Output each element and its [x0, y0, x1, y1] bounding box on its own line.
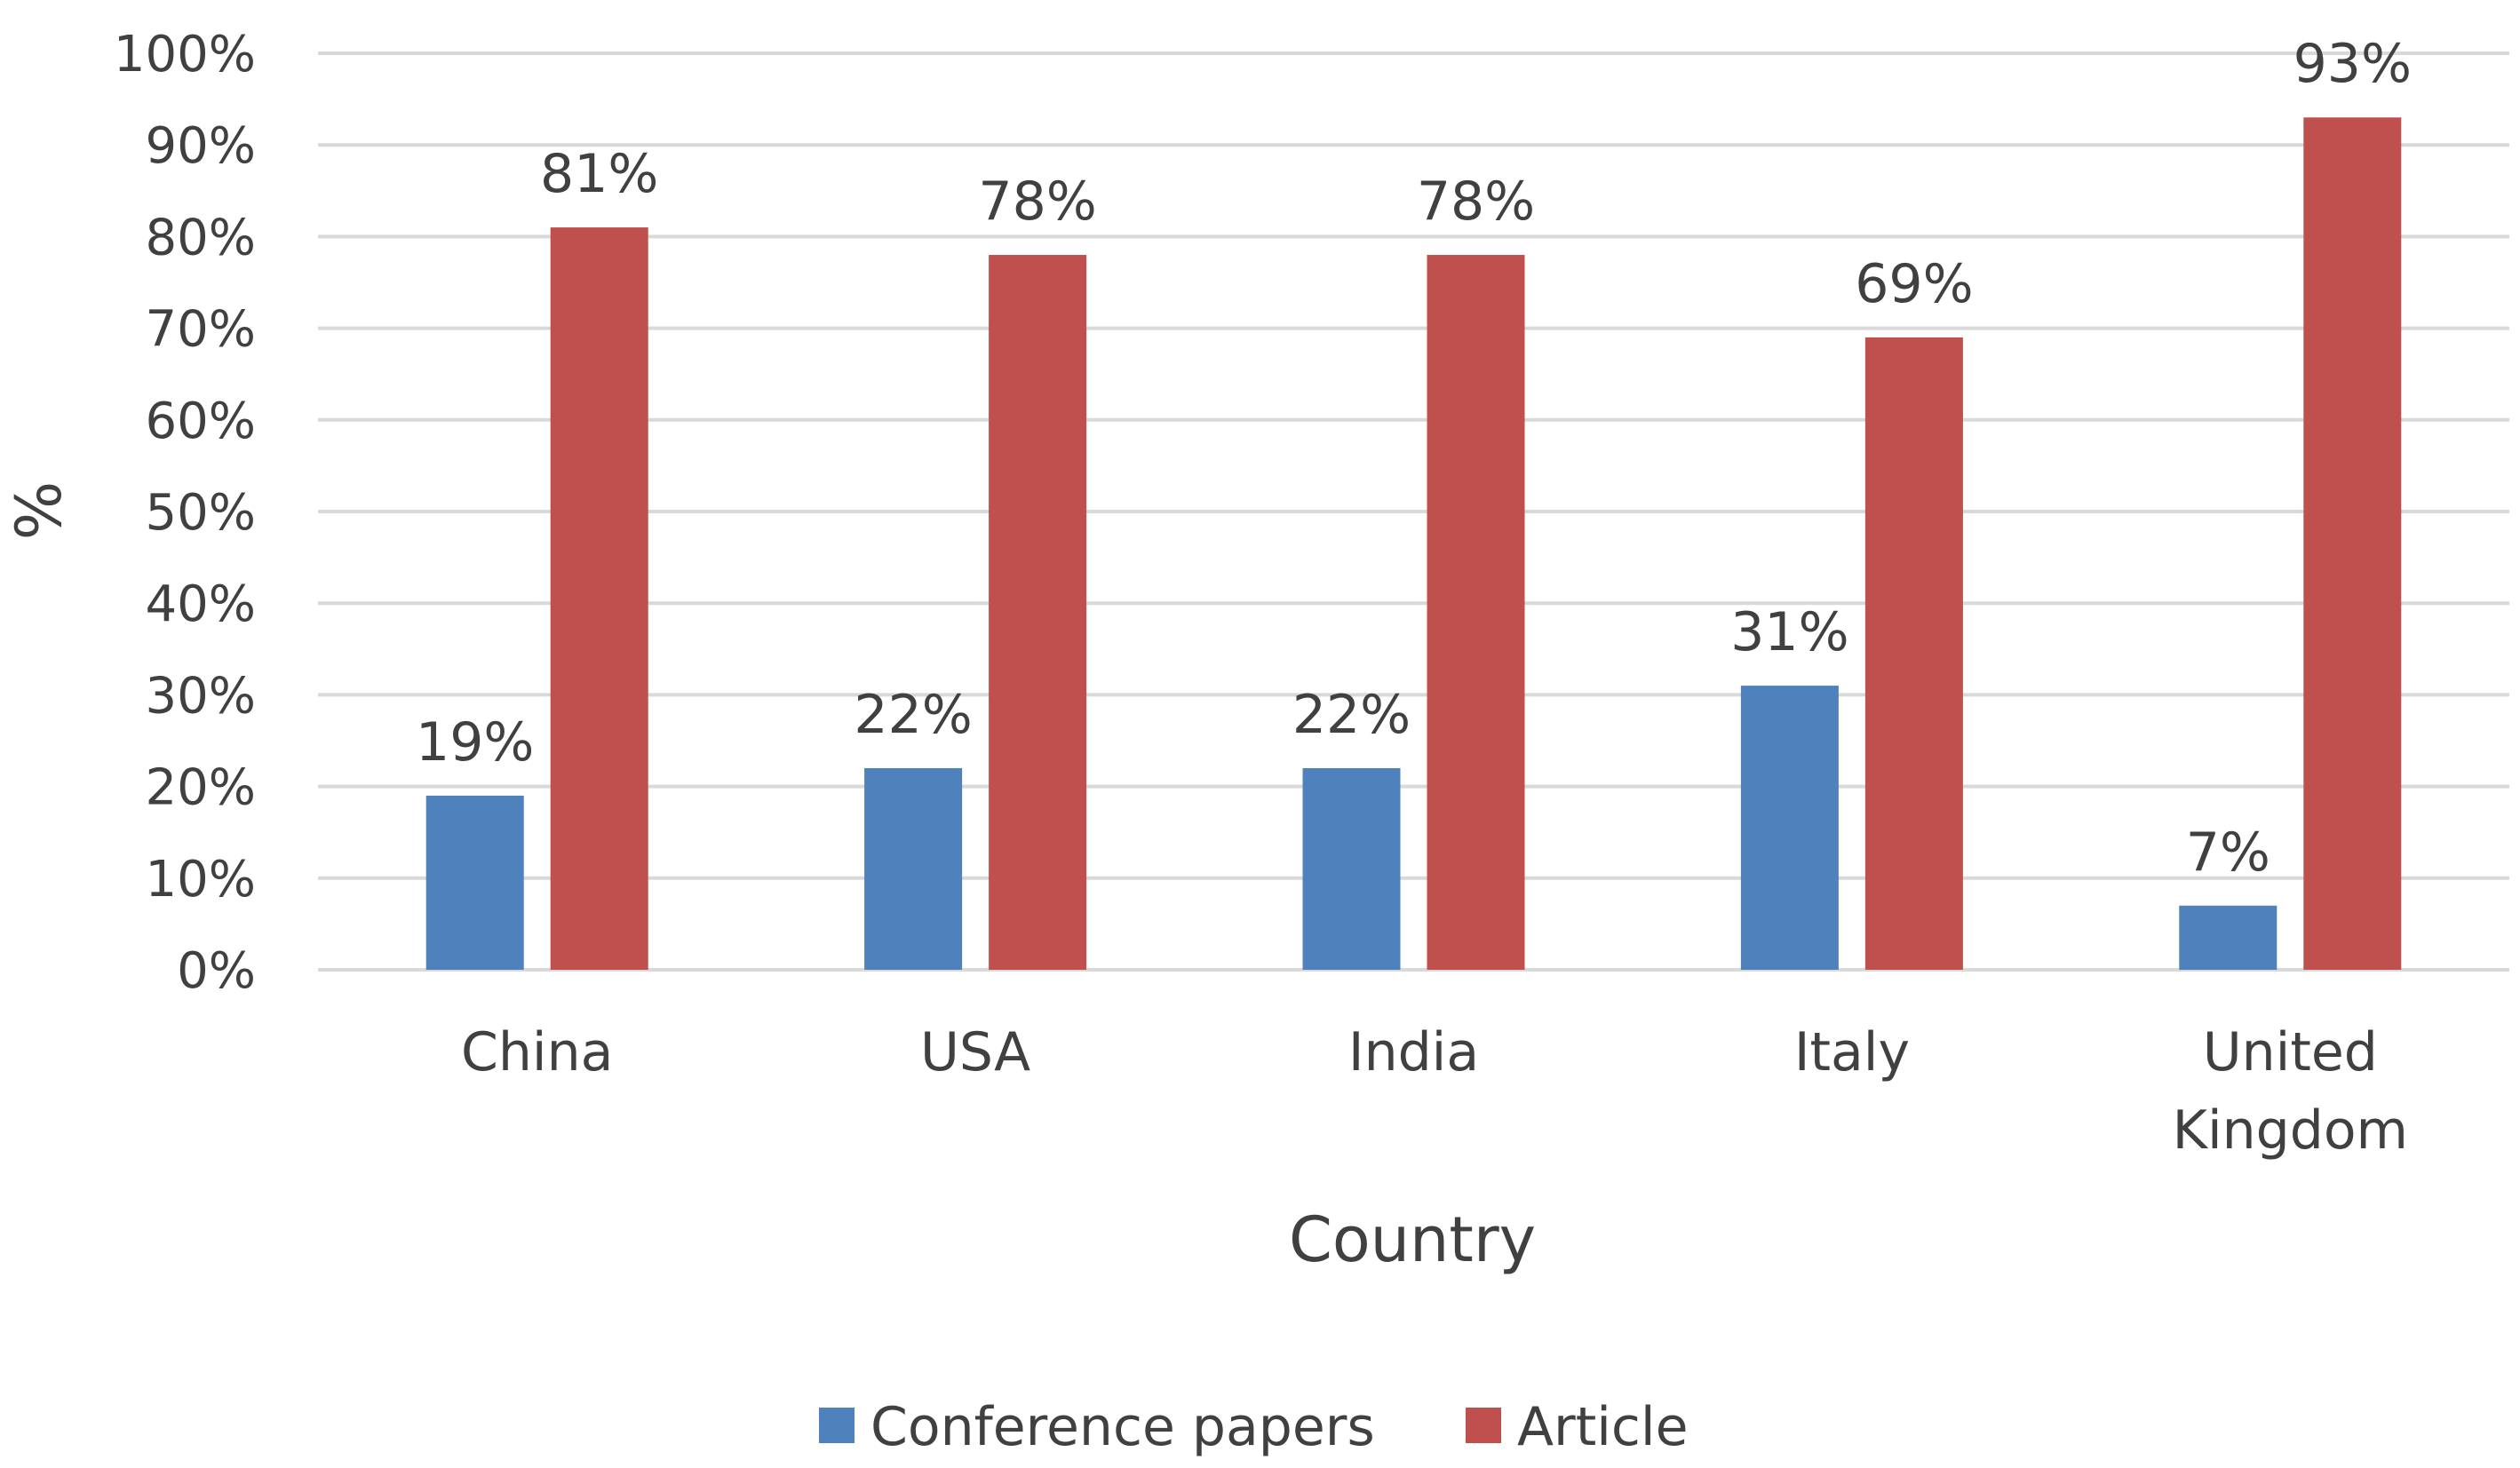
data-label: 7%	[2186, 821, 2270, 884]
y-tick-label: 100%	[114, 26, 256, 83]
y-tick-label: 60%	[146, 393, 256, 450]
y-tick-label: 90%	[146, 117, 256, 175]
bar-conference-papers-china	[425, 795, 524, 970]
bar-article-italy	[1864, 337, 1963, 970]
data-label: 78%	[978, 171, 1096, 233]
bar-conference-papers-united-kingdom	[2179, 905, 2278, 970]
y-tick-label: 30%	[146, 667, 256, 725]
y-tick-label: 80%	[146, 209, 256, 266]
y-tick-label: 10%	[146, 851, 256, 909]
x-axis-title: Country	[1289, 1203, 1536, 1276]
legend: Conference papers Article	[819, 1396, 1688, 1458]
y-axis-title: %	[3, 481, 76, 541]
x-category-label: Italy	[1794, 1021, 1910, 1083]
x-category-label: China	[461, 1021, 613, 1083]
y-tick-label: 40%	[146, 575, 256, 633]
data-label: 93%	[2293, 33, 2412, 95]
x-category-label: India	[1348, 1021, 1479, 1083]
data-label: 22%	[854, 684, 972, 746]
gridlines	[318, 52, 2509, 972]
data-label: 22%	[1292, 684, 1411, 746]
data-label: 81%	[540, 143, 658, 205]
bar-conference-papers-india	[1302, 767, 1401, 970]
bar-article-china	[550, 227, 648, 971]
y-tick-label: 70%	[146, 301, 256, 359]
data-labels: 19% 81% 22% 78% 22% 78% 31% 69% 7% 93%	[416, 33, 2412, 884]
y-tick-label: 0%	[177, 942, 256, 1000]
legend-label-conference-papers: Conference papers	[870, 1396, 1375, 1458]
bar-article-india	[1427, 255, 1525, 970]
y-axis-tick-labels: 0% 10% 20% 30% 40% 50% 60% 70% 80% 90% 100%	[114, 26, 256, 1000]
bars	[425, 117, 2402, 971]
x-category-label: USA	[920, 1021, 1030, 1083]
bar-article-united-kingdom	[2303, 117, 2402, 971]
y-tick-label: 20%	[146, 759, 256, 817]
bar-conference-papers-usa	[864, 767, 963, 970]
bar-article-usa	[989, 255, 1087, 970]
x-axis-category-labels: China USA India Italy United Kingdom	[461, 1021, 2408, 1162]
bar-conference-papers-italy	[1740, 686, 1839, 970]
legend-label-article: Article	[1517, 1396, 1688, 1458]
x-category-label: United Kingdom	[2173, 1021, 2408, 1162]
data-label: 69%	[1855, 253, 1973, 315]
data-label: 19%	[416, 711, 534, 774]
data-label: 31%	[1730, 601, 1848, 663]
data-label: 78%	[1417, 171, 1535, 233]
legend-swatch-conference-papers	[819, 1408, 855, 1443]
y-tick-label: 50%	[146, 484, 256, 542]
legend-swatch-article	[1466, 1408, 1501, 1443]
